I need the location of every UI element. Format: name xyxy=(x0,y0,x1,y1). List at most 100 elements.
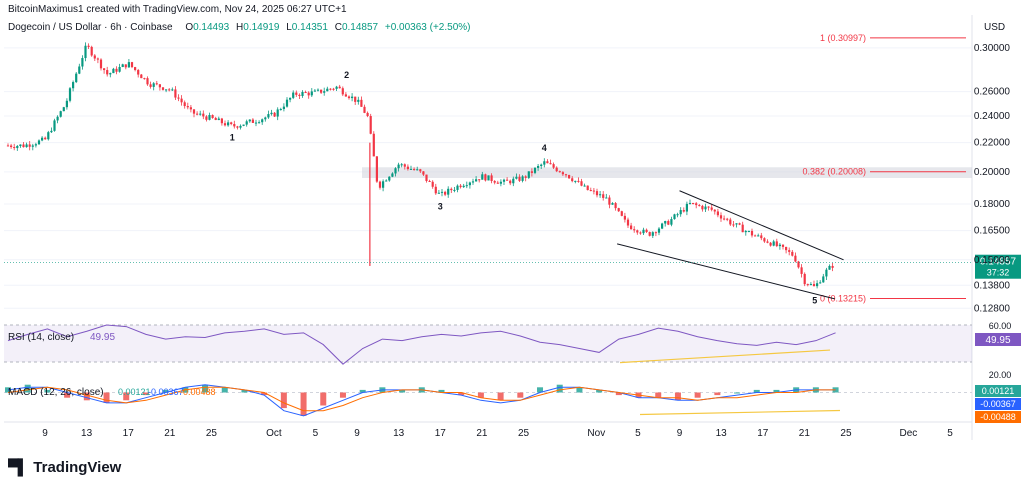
candle-body xyxy=(6,145,10,147)
candle-body xyxy=(704,206,707,210)
candle-body xyxy=(444,191,447,195)
candle-body xyxy=(471,181,475,183)
candle-body xyxy=(68,88,72,101)
candle-body xyxy=(518,176,521,181)
candle-body xyxy=(592,190,595,192)
candle-body xyxy=(357,99,360,102)
candle-body xyxy=(233,124,236,127)
candle-body xyxy=(326,88,329,92)
rsi-value-badge xyxy=(975,333,1021,346)
candle-body xyxy=(205,116,208,120)
candle-body xyxy=(788,250,791,252)
candle-body xyxy=(524,176,527,178)
candle-body xyxy=(258,122,261,124)
candle-body xyxy=(450,188,453,191)
macd-legend-signal: -0.00488 xyxy=(180,387,216,397)
macd-histogram-bar xyxy=(714,392,721,396)
candle-body xyxy=(217,118,220,121)
candle-body xyxy=(484,174,487,181)
candle-body xyxy=(10,145,13,148)
candle-body xyxy=(344,94,347,97)
tv-logo-icon: ▀▌ xyxy=(8,459,28,476)
candle-body xyxy=(614,203,617,209)
candle-body xyxy=(90,46,93,56)
macd-histogram-bar xyxy=(458,392,465,396)
resistance-band xyxy=(362,167,972,178)
candle-body xyxy=(220,118,223,124)
candle-body xyxy=(19,144,22,147)
candle-body xyxy=(304,92,307,94)
rsi-pane: RSI (14, close) 49.95 60.00 49.95 20.00 xyxy=(4,321,1021,380)
fib-level-label: 1 (0.30997) xyxy=(820,33,866,43)
macd-histogram-bar xyxy=(576,387,583,393)
candle-body xyxy=(781,244,785,247)
candle-body xyxy=(608,197,611,205)
candle-body xyxy=(707,206,710,208)
candle-body xyxy=(171,89,174,91)
candle-body xyxy=(400,164,403,166)
candle-body xyxy=(394,168,397,174)
candle-body xyxy=(242,124,245,126)
macd-histogram-bar xyxy=(202,384,209,393)
candle-body xyxy=(382,181,385,188)
macd-pane: MACD (12, 26, close) 0.00121-0.00367-0.00… xyxy=(4,384,1021,423)
candle-body xyxy=(506,179,509,181)
candle-body xyxy=(118,67,121,72)
candle-body xyxy=(605,197,608,199)
time-axis[interactable]: 9 13 17 21 25 Oct 5 9 13 17 21 25 Nov 5 9 13 17 21 25 Dec 5 xyxy=(4,421,972,439)
candle-body xyxy=(701,205,704,210)
candle-body xyxy=(552,164,555,168)
price-candles xyxy=(6,42,834,289)
bar-countdown: 37:32 xyxy=(987,268,1010,278)
candle-body xyxy=(478,179,481,181)
candle-body xyxy=(496,182,499,184)
candle-body xyxy=(13,147,16,149)
currency-button[interactable]: USD xyxy=(984,22,1006,33)
candle-body xyxy=(515,176,518,179)
candle-body xyxy=(754,235,757,237)
wave-label: 3 xyxy=(438,202,443,212)
candle-body xyxy=(456,185,459,190)
tradingview-logo[interactable]: ▀▌ TradingView xyxy=(8,459,121,476)
candle-body xyxy=(307,92,310,96)
macd-histogram-bar xyxy=(280,392,287,409)
candle-body xyxy=(403,164,406,167)
macd-histogram-bar xyxy=(339,392,346,398)
candle-body xyxy=(248,119,251,122)
macd-value-badge xyxy=(975,385,1021,397)
candle-body xyxy=(602,194,605,198)
time-tick: 25 xyxy=(518,428,530,439)
candle-body xyxy=(103,68,106,71)
macd-histogram-bar xyxy=(734,392,741,394)
candle-body xyxy=(617,208,620,212)
drawing-overlays: 1 (0.30997) 0.382 (0.20008) 0 (0.13215) 1 2 3… xyxy=(4,33,1021,306)
candle-body xyxy=(372,133,375,157)
macd-histogram-bar xyxy=(320,392,327,406)
candle-body xyxy=(533,167,537,173)
candle-body xyxy=(549,163,552,165)
candle-body xyxy=(316,89,320,91)
price-axis[interactable]: 0.30000 0.26000 0.24000 0.22000 0.20000 0.180… xyxy=(974,43,1011,314)
candle-body xyxy=(413,168,416,170)
candle-body xyxy=(661,223,664,229)
candle-body xyxy=(571,178,574,182)
candle-body xyxy=(568,174,571,179)
candle-body xyxy=(626,219,630,226)
candle-body xyxy=(320,89,323,93)
candle-body xyxy=(679,210,682,215)
candle-body xyxy=(208,115,211,120)
candle-body xyxy=(388,176,391,181)
macd-histogram-bar xyxy=(359,389,366,393)
candle-body xyxy=(800,267,803,274)
candle-body xyxy=(174,89,177,98)
candle-body xyxy=(775,241,778,247)
candle-body xyxy=(431,181,434,187)
candle-body xyxy=(65,100,68,108)
candle-body xyxy=(177,97,180,99)
time-tick: 13 xyxy=(393,428,405,439)
macd-value-badge xyxy=(975,398,1021,410)
candle-body xyxy=(127,62,130,68)
candle-body xyxy=(99,59,103,69)
macd-histogram-bar xyxy=(753,389,760,393)
